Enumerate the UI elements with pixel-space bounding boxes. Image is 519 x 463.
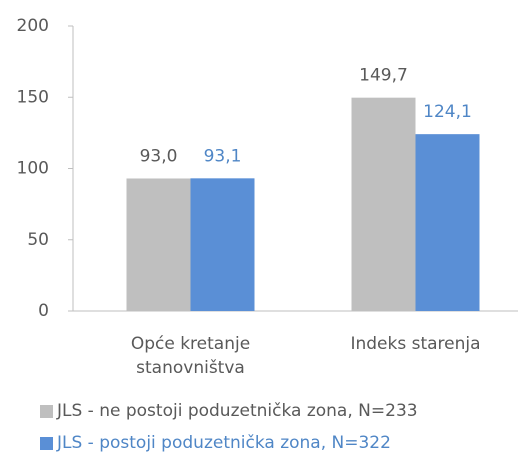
- legend-swatch: [40, 404, 53, 418]
- x-tick-label: Opće kretanje stanovništva: [130, 334, 251, 378]
- legend-label: JLS - postoji poduzetnička zona, N=322: [57, 433, 391, 453]
- bar: [190, 178, 255, 311]
- y-tick-label: 200: [17, 16, 49, 36]
- x-tick-label: Indeks starenja: [350, 334, 481, 354]
- legend-item: JLS - postoji poduzetnička zona, N=322: [40, 433, 391, 453]
- y-tick-label: 50: [27, 230, 49, 250]
- legend-item: JLS - ne postoji poduzetnička zona, N=23…: [40, 401, 418, 421]
- y-tick-label: 0: [38, 301, 49, 321]
- legend-label: JLS - ne postoji poduzetnička zona, N=23…: [57, 401, 418, 421]
- y-tick-label: 100: [17, 159, 49, 179]
- bar: [351, 97, 416, 312]
- legend-swatch: [40, 436, 53, 450]
- value-label: 149,7: [359, 66, 408, 86]
- value-label: 93,1: [204, 146, 242, 166]
- value-label: 93,0: [140, 146, 178, 166]
- y-tick-label: 150: [17, 87, 49, 107]
- bar: [415, 134, 480, 311]
- bar: [126, 178, 191, 311]
- value-label: 124,1: [423, 102, 472, 122]
